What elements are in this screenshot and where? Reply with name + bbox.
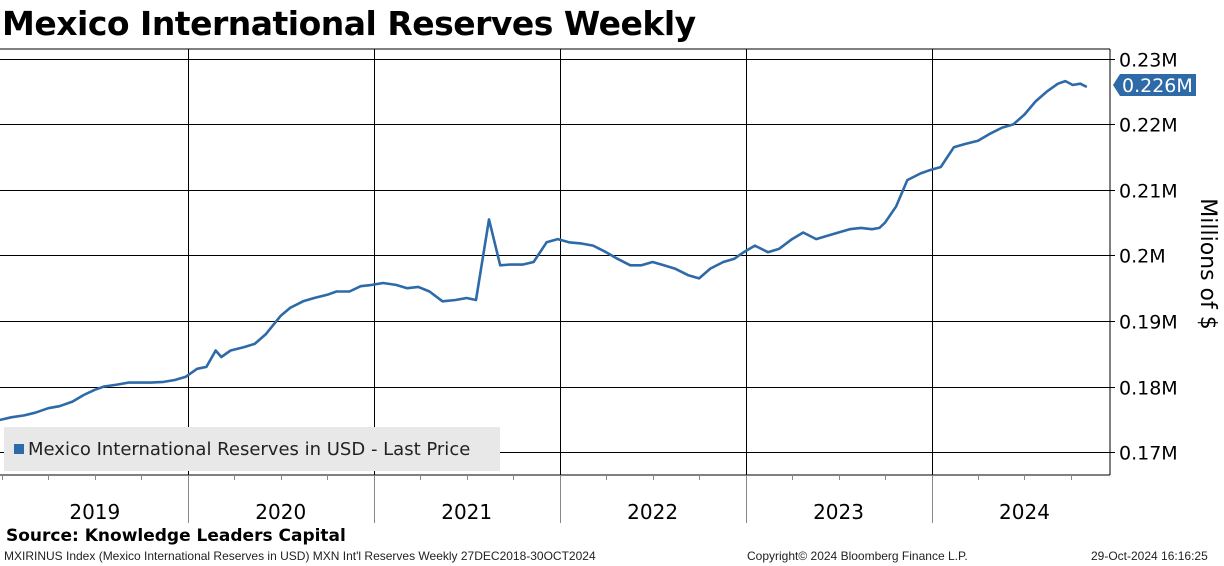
footer-copyright: Copyright© 2024 Bloomberg Finance L.P. [747,549,968,563]
y-tick-label: 0.23M [1119,50,1178,72]
y-tick-label: 0.19M [1119,312,1178,334]
source-text: Source: Knowledge Leaders Capital [6,526,346,546]
last-price-label: 0.226M [1122,75,1193,97]
last-price-box [1113,74,1196,97]
series-line [0,79,1088,422]
legend-swatch [14,444,24,454]
x-tick-label: 2021 [441,500,492,524]
x-tick-label: 2024 [999,500,1050,524]
footer-index-description: MXIRINUS Index (Mexico International Res… [4,549,596,563]
chart-title: Mexico International Reserves Weekly [2,4,696,43]
label-layer: 0.226M Millions of $ [1113,74,1220,330]
y-tick-label: 0.22M [1119,115,1178,137]
x-tick-label: 2020 [255,500,306,524]
y-tick-label: 0.17M [1119,443,1178,465]
y-tick-label: 0.18M [1119,378,1178,400]
y-tick-label: 0.2M [1119,246,1166,268]
legend-label: Mexico International Reserves in USD - L… [28,438,471,460]
x-tick-label: 2022 [627,500,678,524]
legend: Mexico International Reserves in USD - L… [4,427,500,471]
axis-layer: 0.23M 0.22M 0.21M 0.2M 0.19M 0.18M 0.17M 2019 20… [2,50,1178,524]
x-tick-label: 2023 [813,500,864,524]
last-price-tag: 0.226M [1113,74,1196,97]
series-layer [0,79,1088,422]
y-tick-label: 0.21M [1119,181,1178,203]
grid-layer [0,48,1111,476]
footer-timestamp: 29-Oct-2024 16:16:25 [1091,549,1208,563]
x-tick-label: 2019 [69,500,120,524]
y-axis-title: Millions of $ [1195,198,1220,329]
